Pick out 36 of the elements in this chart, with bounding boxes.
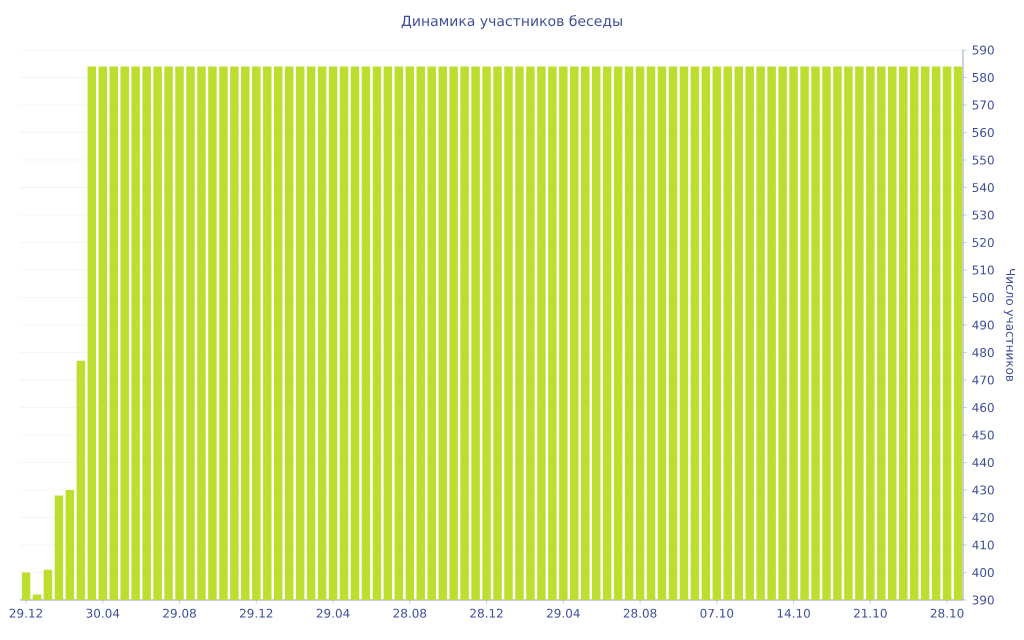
y-tick-label: 530 — [972, 210, 994, 220]
y-tick-label: 450 — [972, 430, 994, 440]
y-axis-title: Число участников — [1003, 269, 1015, 382]
x-tick-label: 29.08 — [163, 608, 196, 618]
x-tick-label: 29.12 — [240, 608, 273, 618]
x-tick-label: 21.10 — [854, 608, 887, 618]
y-tick-label: 540 — [972, 182, 994, 193]
y-tick-label: 580 — [972, 72, 994, 83]
x-tick-label: 28.08 — [623, 608, 657, 618]
y-tick-label: 410 — [972, 540, 994, 550]
y-tick-label: 420 — [972, 512, 994, 523]
y-tick-label: 430 — [972, 485, 994, 495]
y-tick-label: 490 — [972, 320, 994, 330]
x-tick-label: 28.08 — [393, 608, 427, 618]
y-tick-label: 520 — [972, 237, 994, 248]
x-tick-label: 30.04 — [86, 608, 120, 618]
y-tick-label: 570 — [972, 100, 994, 110]
chart-title: Динамика участников беседы — [401, 15, 622, 29]
x-tick-label: 14.10 — [777, 608, 810, 618]
y-tick-label: 590 — [972, 45, 994, 55]
x-tick-label: 28.10 — [930, 608, 964, 618]
x-tick-label: 29.04 — [316, 608, 350, 618]
y-tick-label: 440 — [972, 457, 994, 468]
y-tick-label: 560 — [972, 127, 994, 138]
y-tick-label: 460 — [972, 402, 994, 413]
y-tick-label: 390 — [972, 595, 994, 605]
x-tick-label: 28.12 — [470, 608, 503, 618]
y-tick-label: 400 — [972, 567, 994, 578]
x-tick-label: 07.10 — [700, 608, 734, 618]
x-tick-label: 29.12 — [9, 608, 43, 618]
y-tick-label: 510 — [972, 265, 994, 275]
y-tick-label: 470 — [972, 375, 994, 385]
y-tick-label: 550 — [972, 155, 994, 165]
x-tick-label: 29.04 — [547, 608, 580, 618]
y-tick-label: 500 — [972, 292, 994, 303]
y-tick-label: 480 — [972, 347, 994, 358]
